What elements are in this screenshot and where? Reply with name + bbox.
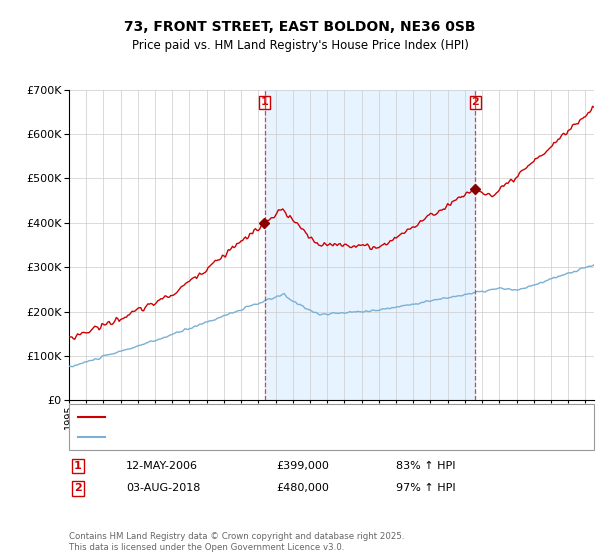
Text: 83% ↑ HPI: 83% ↑ HPI [396,461,455,471]
Text: 2: 2 [471,97,479,108]
Text: 12-MAY-2006: 12-MAY-2006 [126,461,198,471]
Text: 2: 2 [74,483,82,493]
Text: 73, FRONT STREET, EAST BOLDON, NE36 0SB (detached house): 73, FRONT STREET, EAST BOLDON, NE36 0SB … [111,412,443,422]
Text: 97% ↑ HPI: 97% ↑ HPI [396,483,455,493]
Text: 03-AUG-2018: 03-AUG-2018 [126,483,200,493]
Text: Price paid vs. HM Land Registry's House Price Index (HPI): Price paid vs. HM Land Registry's House … [131,39,469,52]
Text: 1: 1 [260,97,268,108]
Text: £399,000: £399,000 [276,461,329,471]
Text: 1: 1 [74,461,82,471]
Text: Contains HM Land Registry data © Crown copyright and database right 2025.
This d: Contains HM Land Registry data © Crown c… [69,532,404,552]
Text: 73, FRONT STREET, EAST BOLDON, NE36 0SB: 73, FRONT STREET, EAST BOLDON, NE36 0SB [124,20,476,34]
Bar [265,90,475,400]
Text: HPI: Average price, detached house, South Tyneside: HPI: Average price, detached house, Sout… [111,432,383,442]
Text: £480,000: £480,000 [276,483,329,493]
